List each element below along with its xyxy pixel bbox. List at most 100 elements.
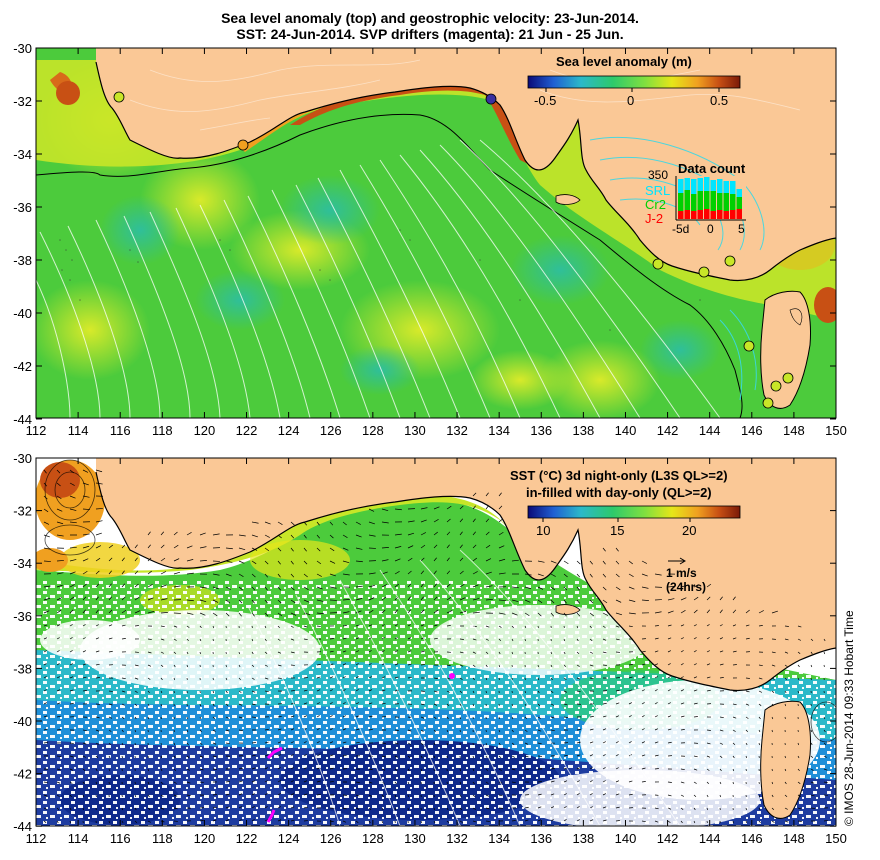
bottom-ytick-label: -38 bbox=[13, 661, 32, 676]
bottom-xtick-label: 150 bbox=[825, 831, 847, 846]
sla-map bbox=[36, 48, 836, 418]
top-xtick-label: 138 bbox=[573, 423, 595, 438]
bottom-xtick-label: 120 bbox=[194, 831, 216, 846]
data-count-xtick-2: 5 bbox=[738, 222, 745, 236]
top-ytick-label: -44 bbox=[13, 412, 32, 427]
sla-colorbar-tick-1: 0 bbox=[627, 93, 635, 108]
bottom-xtick-label: 142 bbox=[657, 831, 679, 846]
sst-colorbar-title-line2: in-filled with day-only (QL>=2) bbox=[526, 485, 712, 500]
top-xtick-label: 126 bbox=[320, 423, 342, 438]
data-count-bar bbox=[691, 179, 697, 194]
top-xtick-label: 140 bbox=[615, 423, 637, 438]
imos-credit: © IMOS 28-Jun-2014 09:33 Hobart Time bbox=[842, 610, 856, 826]
data-count-bar bbox=[697, 191, 703, 210]
top-xtick-label: 144 bbox=[699, 423, 721, 438]
data-count-bar bbox=[717, 193, 723, 210]
bottom-xtick-label: 122 bbox=[236, 831, 258, 846]
bottom-xtick-label: 144 bbox=[699, 831, 721, 846]
data-count-xtick-0: -5d bbox=[672, 222, 690, 236]
data-count-bar bbox=[697, 210, 703, 219]
data-count-bar bbox=[723, 211, 729, 219]
sst-map bbox=[36, 458, 836, 826]
bottom-xtick-label: 126 bbox=[320, 831, 342, 846]
top-ytick-label: -36 bbox=[13, 200, 32, 215]
data-count-bar bbox=[684, 190, 690, 210]
top-xtick-label: 112 bbox=[26, 423, 47, 438]
data-count-bar bbox=[736, 197, 742, 209]
bottom-xtick-label: 128 bbox=[362, 831, 384, 846]
bottom-xtick-label: 148 bbox=[783, 831, 805, 846]
data-count-series-srl: SRL bbox=[645, 183, 671, 198]
top-xtick-label: 146 bbox=[741, 423, 763, 438]
bottom-ytick-label: -32 bbox=[13, 504, 32, 519]
data-count-title: Data count bbox=[678, 161, 746, 176]
data-count-series-j2: J-2 bbox=[645, 211, 664, 226]
top-xtick-label: 142 bbox=[657, 423, 679, 438]
data-count-max: 350 bbox=[648, 168, 669, 182]
top-ytick-label: -42 bbox=[13, 359, 32, 374]
top-xtick-label: 114 bbox=[68, 423, 89, 438]
bottom-ytick-label: -36 bbox=[13, 609, 32, 624]
bottom-xtick-label: 138 bbox=[573, 831, 595, 846]
bottom-xtick-label: 140 bbox=[615, 831, 637, 846]
top-ytick-label: -32 bbox=[13, 94, 32, 109]
top-xtick-label: 148 bbox=[783, 423, 805, 438]
bottom-xtick-label: 134 bbox=[488, 831, 510, 846]
data-count-bar bbox=[697, 178, 703, 191]
bottom-xtick-label: 118 bbox=[152, 831, 173, 846]
top-xtick-label: 120 bbox=[194, 423, 216, 438]
top-xtick-label: 150 bbox=[825, 423, 847, 438]
top-xtick-label: 118 bbox=[152, 423, 173, 438]
sla-colorbar-tick-0: -0.5 bbox=[534, 93, 557, 108]
sla-colorbar bbox=[527, 75, 741, 89]
data-count-bar bbox=[678, 179, 684, 193]
top-xtick-label: 128 bbox=[362, 423, 384, 438]
data-count-bar bbox=[710, 211, 716, 219]
data-count-bar bbox=[710, 180, 716, 191]
velocity-key-sublabel: (24hrs) bbox=[666, 580, 707, 594]
data-count-bar bbox=[736, 209, 742, 219]
data-count-bar bbox=[723, 193, 729, 211]
sst-colorbar-tick-2: 20 bbox=[682, 523, 697, 538]
top-xtick-label: 132 bbox=[446, 423, 468, 438]
velocity-key-label: 1 m/s bbox=[666, 566, 697, 580]
bottom-ytick-label: -34 bbox=[13, 556, 32, 571]
top-ytick-label: -38 bbox=[13, 253, 32, 268]
sst-colorbar-tick-1: 15 bbox=[610, 523, 625, 538]
data-count-bar bbox=[717, 179, 723, 193]
data-count-bar bbox=[723, 181, 729, 193]
data-count-bar bbox=[730, 181, 736, 194]
data-count-bar bbox=[704, 177, 710, 191]
data-count-bar bbox=[704, 191, 710, 209]
data-count-bar bbox=[710, 191, 716, 211]
sst-colorbar-title-line1: SST (°C) 3d night-only (L3S QL>=2) bbox=[510, 468, 728, 483]
bottom-xtick-label: 112 bbox=[26, 831, 47, 846]
bottom-xtick-label: 132 bbox=[446, 831, 468, 846]
data-count-bar bbox=[717, 210, 723, 219]
figure-title-line1: Sea level anomaly (top) and geostrophic … bbox=[221, 10, 639, 26]
top-xtick-label: 122 bbox=[236, 423, 258, 438]
data-count-bar bbox=[736, 189, 742, 197]
sla-colorbar-tick-2: 0.5 bbox=[710, 93, 729, 108]
bottom-xtick-label: 116 bbox=[110, 831, 131, 846]
velocity-arrows bbox=[43, 469, 829, 824]
data-count-bar bbox=[730, 210, 736, 219]
bottom-xtick-label: 130 bbox=[404, 831, 426, 846]
data-count-xtick-1: 0 bbox=[707, 222, 714, 236]
data-count-series-cr2: Cr2 bbox=[645, 197, 666, 212]
data-count-bar bbox=[678, 193, 684, 211]
top-xtick-label: 124 bbox=[278, 423, 300, 438]
figure-title-line2: SST: 24-Jun-2014. SVP drifters (magenta)… bbox=[236, 26, 624, 42]
data-count-bar bbox=[684, 178, 690, 190]
bottom-ytick-label: -42 bbox=[13, 767, 32, 782]
data-count-bar bbox=[730, 194, 736, 210]
bottom-xtick-label: 136 bbox=[530, 831, 552, 846]
data-count-bar bbox=[704, 209, 710, 219]
bottom-ytick-label: -44 bbox=[13, 819, 32, 834]
bottom-xtick-label: 114 bbox=[68, 831, 89, 846]
data-count-bar bbox=[684, 210, 690, 219]
data-count-bar bbox=[691, 194, 697, 211]
bottom-ytick-label: -30 bbox=[13, 451, 32, 466]
top-xtick-label: 116 bbox=[110, 423, 131, 438]
